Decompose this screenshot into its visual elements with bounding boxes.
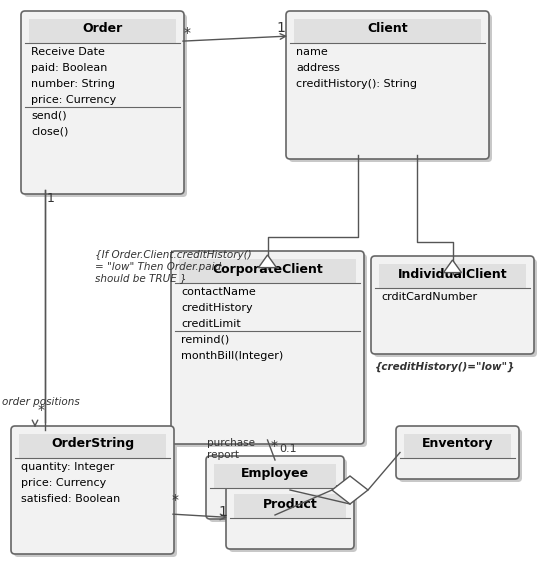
Text: Enventory: Enventory: [422, 437, 493, 450]
Polygon shape: [332, 476, 368, 504]
FancyBboxPatch shape: [171, 251, 364, 444]
Text: paid: Boolean: paid: Boolean: [31, 63, 107, 73]
Polygon shape: [29, 19, 176, 43]
Text: send(): send(): [31, 111, 67, 121]
FancyBboxPatch shape: [11, 426, 174, 554]
Text: OrderString: OrderString: [51, 437, 134, 450]
FancyBboxPatch shape: [229, 489, 357, 552]
FancyBboxPatch shape: [174, 254, 367, 447]
FancyBboxPatch shape: [371, 256, 534, 354]
Text: *: *: [172, 493, 179, 507]
Polygon shape: [234, 494, 346, 518]
Text: creditHistory: creditHistory: [181, 303, 252, 313]
Text: order positions: order positions: [2, 397, 80, 407]
Polygon shape: [294, 19, 481, 43]
FancyBboxPatch shape: [374, 259, 537, 357]
Text: name: name: [296, 47, 328, 57]
Text: quantity: Integer: quantity: Integer: [21, 462, 114, 472]
Text: creditLimit: creditLimit: [181, 319, 241, 329]
Text: price: Currency: price: Currency: [21, 478, 106, 488]
Polygon shape: [179, 259, 356, 283]
Text: crditCardNumber: crditCardNumber: [381, 292, 477, 302]
Text: 1: 1: [276, 21, 285, 35]
Text: 1: 1: [47, 192, 55, 205]
Text: Receive Date: Receive Date: [31, 47, 105, 57]
FancyBboxPatch shape: [21, 11, 184, 194]
FancyBboxPatch shape: [286, 11, 489, 159]
Text: monthBill(Integer): monthBill(Integer): [181, 351, 283, 361]
Polygon shape: [379, 264, 526, 288]
Text: Product: Product: [263, 498, 317, 511]
Text: IndividualClient: IndividualClient: [398, 267, 507, 280]
Text: CorporateClient: CorporateClient: [212, 263, 323, 276]
Text: address: address: [296, 63, 340, 73]
Text: 1: 1: [218, 505, 227, 519]
Text: close(): close(): [31, 127, 68, 137]
Text: creditHistory(): String: creditHistory(): String: [296, 79, 417, 89]
Text: satisfied: Boolean: satisfied: Boolean: [21, 494, 120, 504]
Polygon shape: [404, 434, 511, 458]
FancyBboxPatch shape: [399, 429, 522, 482]
FancyBboxPatch shape: [206, 456, 344, 519]
FancyBboxPatch shape: [24, 14, 187, 197]
Text: purchase: purchase: [207, 438, 255, 448]
FancyBboxPatch shape: [289, 14, 492, 162]
FancyBboxPatch shape: [226, 486, 354, 549]
Polygon shape: [258, 255, 277, 268]
Text: 0.1: 0.1: [279, 444, 296, 454]
Text: *: *: [184, 26, 191, 40]
Text: number: String: number: String: [31, 79, 115, 89]
FancyBboxPatch shape: [14, 429, 177, 557]
Text: report: report: [207, 450, 239, 460]
Text: Employee: Employee: [241, 467, 309, 480]
Text: Order: Order: [82, 23, 123, 36]
Text: *: *: [271, 439, 278, 453]
Text: price: Currency: price: Currency: [31, 95, 116, 105]
FancyBboxPatch shape: [396, 426, 519, 479]
Text: {creditHistory()="low"}: {creditHistory()="low"}: [375, 362, 515, 372]
FancyBboxPatch shape: [209, 459, 347, 522]
Text: remind(): remind(): [181, 335, 229, 345]
Polygon shape: [19, 434, 166, 458]
Polygon shape: [443, 260, 461, 272]
Polygon shape: [214, 464, 336, 488]
Text: contactName: contactName: [181, 287, 256, 297]
Text: *: *: [38, 403, 45, 417]
Text: {If Order.Client.creditHistory()
= "low" Then Order.paid
should be TRUE }: {If Order.Client.creditHistory() = "low"…: [95, 250, 252, 283]
Text: Client: Client: [367, 23, 408, 36]
